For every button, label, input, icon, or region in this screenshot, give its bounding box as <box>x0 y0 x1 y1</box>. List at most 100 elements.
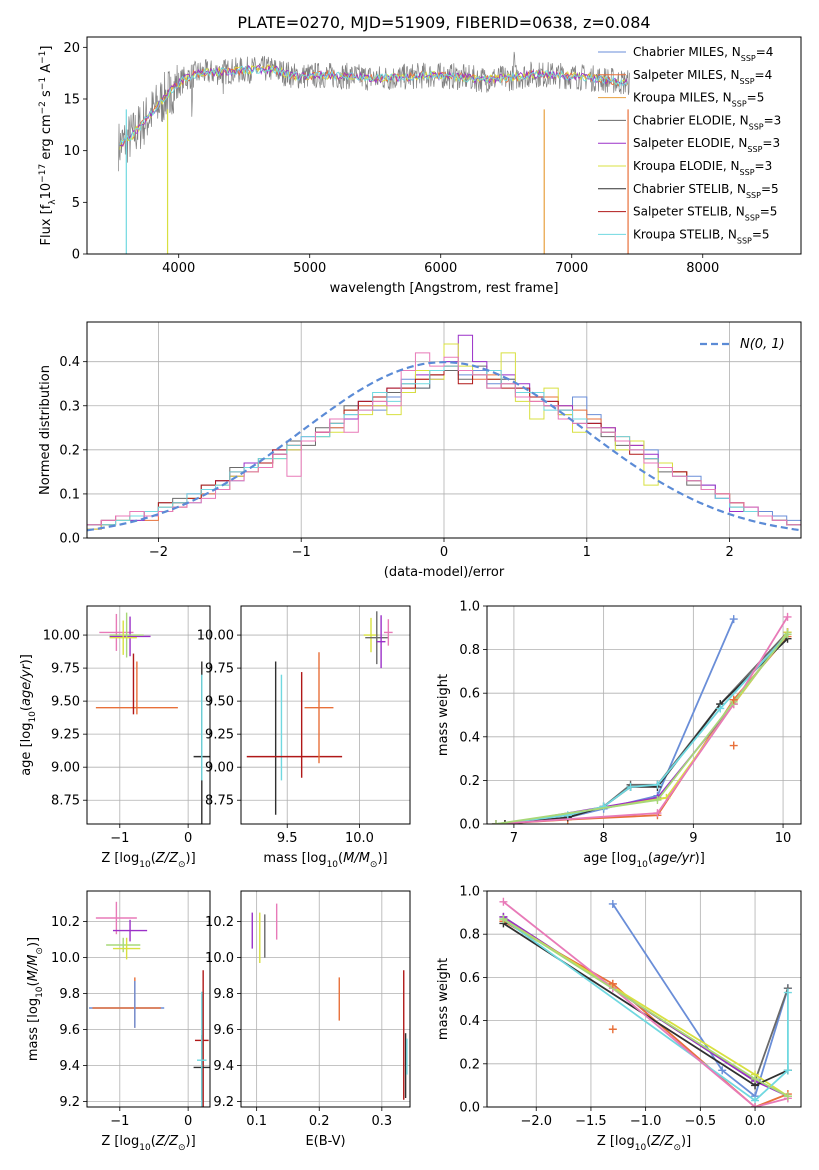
y-axis-label-part: −1 <box>38 77 48 90</box>
weight-marker-extra <box>729 741 738 750</box>
y-tick-label: 9.6 <box>59 1023 80 1038</box>
y-axis-label-part: ] <box>39 46 54 51</box>
normal-curve <box>87 360 801 532</box>
y-tick-label: 15 <box>63 93 80 108</box>
legend-label-part: =5 <box>752 227 770 241</box>
weight-marker <box>653 796 662 805</box>
plot-area <box>118 51 630 254</box>
x-tick-label: 5000 <box>293 261 326 276</box>
x-tick-label: 0 <box>184 831 192 846</box>
weight-series <box>504 638 789 824</box>
weight-series <box>504 631 789 824</box>
x-tick-label: 10.0 <box>345 831 374 846</box>
x-tick-label: 7 <box>510 831 518 846</box>
panel-0: 4000 5000 6000 7000 8000 0 5 10 15 20 wavelength [… <box>38 36 802 296</box>
y-tick-label: 9.4 <box>59 1059 80 1074</box>
x-tick-label: 6000 <box>424 261 457 276</box>
y-tick-label: 0.4 <box>59 355 80 370</box>
legend-label-part: SSP <box>747 145 762 154</box>
legend-label-part: =5 <box>760 205 778 219</box>
weight-marker <box>499 915 508 924</box>
plot-area <box>499 897 792 1107</box>
x-axis-label-part: Z [log <box>597 1134 635 1149</box>
y-axis-label-part: age/yr <box>19 663 34 706</box>
weight-series <box>495 616 789 824</box>
x-axis-label-part: wavelength [Angstrom, rest frame] <box>330 281 559 296</box>
y-tick-label: 10.2 <box>205 915 234 930</box>
legend-label-part: =3 <box>762 136 780 150</box>
y-axis-label-part: −17 <box>38 164 48 183</box>
x-axis-label-part: ( <box>648 851 653 866</box>
weight-series <box>502 918 789 1102</box>
weight-marker <box>783 630 792 639</box>
x-axis-label-part: 10 <box>636 860 648 870</box>
y-tick-label: 5 <box>72 196 80 211</box>
y-axis-label-part: mass weight <box>436 674 451 756</box>
panel-3: 9.5 10.0 8.75 9.00 9.25 9.50 9.75 10.00 mass [lo… <box>197 605 411 870</box>
y-axis-label-part: 10 <box>35 986 45 998</box>
y-axis-label-part: M/M <box>26 955 41 982</box>
y-tick-label: 1.0 <box>459 600 480 615</box>
plot-area <box>251 903 408 1100</box>
weight-marker <box>716 704 725 713</box>
legend-label-part: SSP <box>741 54 756 63</box>
x-tick-label: 10 <box>775 831 792 846</box>
x-axis-label-part: ( <box>151 851 156 866</box>
x-axis-label-part: age [log <box>583 851 636 866</box>
legend-normal-label: N(0, 1) <box>740 337 785 352</box>
y-tick-label: 20 <box>63 41 80 56</box>
x-axis-label-part: 10 <box>635 1143 647 1153</box>
x-axis-label-part: )] <box>186 1134 196 1149</box>
x-axis-label: age [log10(age/yr)] <box>583 851 705 870</box>
x-axis-label: wavelength [Angstrom, rest frame] <box>330 281 559 296</box>
y-tick-label: 9.50 <box>51 695 80 710</box>
x-tick-label: 2 <box>725 545 733 560</box>
y-tick-label: 9.75 <box>51 662 80 677</box>
weight-marker <box>599 802 608 811</box>
x-axis-label-part: E(B-V) <box>305 1134 345 1149</box>
weight-marker <box>729 615 738 624</box>
x-axis-label-part: Z [log <box>101 1134 139 1149</box>
axes-frame <box>86 36 802 255</box>
x-axis-label: Z [log10(Z/Z⊙)] <box>101 851 195 870</box>
plot-area <box>491 612 792 824</box>
weight-series <box>495 635 789 824</box>
x-tick-label: −1.0 <box>630 1114 662 1129</box>
y-tick-label: 9.8 <box>213 987 234 1002</box>
y-tick-label: 10.2 <box>51 915 80 930</box>
x-axis-label-part: ⊙ <box>178 1143 186 1153</box>
y-tick-label: 9.6 <box>213 1023 234 1038</box>
y-tick-label: 0.6 <box>459 971 480 986</box>
legend-label: Salpeter ELODIE, NSSP=3 <box>633 136 780 154</box>
x-axis-label-part: ⊙ <box>673 1143 681 1153</box>
legend-label-part: =5 <box>747 91 765 105</box>
legend-label-part: =5 <box>761 182 779 196</box>
y-tick-label: 9.25 <box>51 728 80 743</box>
y-axis-label-part: mass weight <box>436 958 451 1040</box>
y-axis-label-part: )] <box>26 937 41 947</box>
legend-label-part: Kroupa MILES, N <box>633 91 732 105</box>
legend-label-part: SSP <box>745 213 760 222</box>
y-tick-label: 10.00 <box>43 629 80 644</box>
legend-label-part: =4 <box>756 45 774 59</box>
legend-label: Kroupa MILES, NSSP=5 <box>633 91 764 109</box>
x-axis-label: Z [log10(Z/Z⊙)] <box>101 1134 195 1153</box>
y-axis-label-part: )] <box>19 654 34 664</box>
weight-marker <box>491 820 500 824</box>
y-axis-label-part: age [log <box>19 723 34 776</box>
y-tick-label: 1.0 <box>459 885 480 900</box>
y-tick-label: 8.75 <box>205 794 234 809</box>
weight-marker <box>751 1103 760 1107</box>
x-axis-label-part: 10 <box>327 860 339 870</box>
y-axis-label: mass weight <box>436 674 451 756</box>
x-tick-label: 8 <box>599 831 607 846</box>
weight-marker <box>653 809 662 818</box>
x-tick-label: 0.0 <box>745 1114 766 1129</box>
weight-marker-extra <box>729 695 738 704</box>
weight-marker <box>718 1066 727 1075</box>
weight-marker <box>500 820 509 824</box>
x-axis-label-part: Z/Z <box>155 851 179 866</box>
plot-area <box>95 612 210 824</box>
axes-frame <box>240 605 411 825</box>
